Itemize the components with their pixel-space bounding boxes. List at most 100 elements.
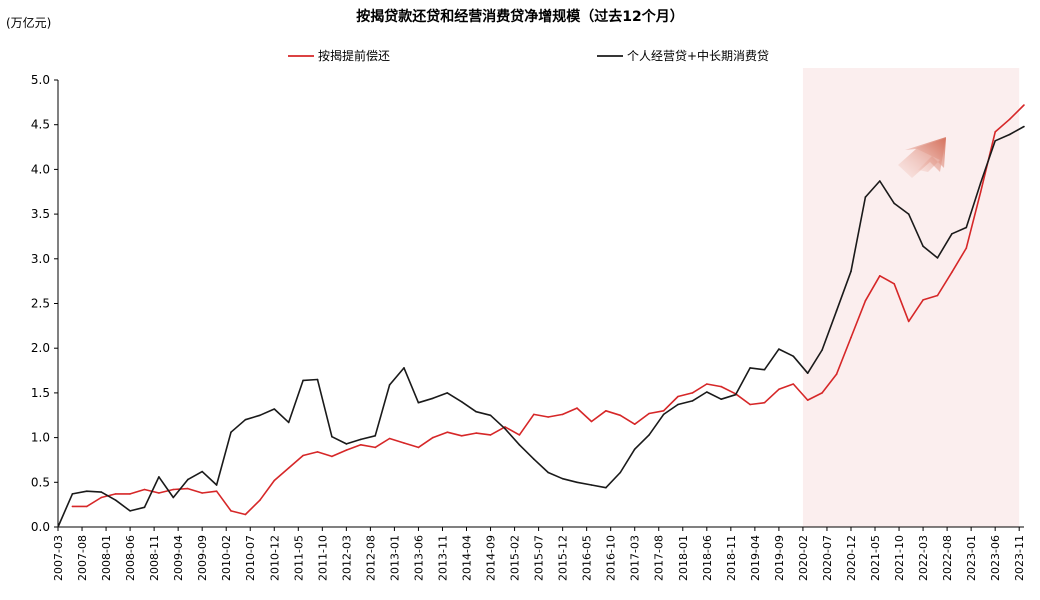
x-tick-label: 2014-09 <box>485 535 498 581</box>
series-2-point <box>460 401 463 403</box>
series-2-point <box>244 418 247 421</box>
series-2-point <box>720 398 722 401</box>
series-1-point <box>215 490 218 493</box>
x-tick-label: 2023-11 <box>1013 535 1026 581</box>
x-tick-label: 2009-04 <box>172 535 185 581</box>
y-tick-label: 3.5 <box>31 207 50 221</box>
series-2-point <box>287 421 290 424</box>
series-2-point <box>806 372 809 375</box>
x-tick-label: 2008-11 <box>148 535 161 581</box>
series-2-point <box>677 403 679 406</box>
series-2-point <box>504 427 506 430</box>
series-2-point <box>403 367 405 369</box>
series-1-point <box>158 492 160 494</box>
series-2-point <box>792 355 795 358</box>
series-2-point <box>345 443 348 445</box>
series-2-point <box>648 434 650 436</box>
series-2-point <box>965 226 968 229</box>
x-tick-label: 2016-05 <box>581 535 594 581</box>
series-1-point <box>403 442 405 444</box>
chart-title: 按揭贷款还贷和经营消费贷净增规模（过去12个月） <box>356 8 683 25</box>
series-2-point <box>331 435 333 438</box>
x-tick-label: 2012-08 <box>364 535 377 581</box>
highlight-band <box>802 68 1020 527</box>
series-1-point <box>100 496 103 499</box>
series-1-point <box>259 499 261 502</box>
x-tick-label: 2023-01 <box>965 535 978 581</box>
x-tick-label: 2018-01 <box>677 535 690 581</box>
series-1-point <box>432 436 434 439</box>
x-tick-label: 2015-07 <box>533 535 546 581</box>
x-tick-label: 2022-03 <box>917 535 930 581</box>
series-2-point <box>129 510 131 512</box>
series-1-point <box>201 492 203 494</box>
series-2-point <box>691 400 694 402</box>
series-2-point <box>749 367 751 369</box>
series-2-point <box>143 506 146 509</box>
series-1-point <box>129 493 131 495</box>
series-2-point <box>907 213 910 215</box>
series-1-point <box>561 413 564 416</box>
series-2-point <box>850 270 852 273</box>
series-2-point <box>71 493 74 495</box>
x-tick-label: 2015-12 <box>557 535 570 581</box>
series-1-point <box>907 320 910 323</box>
series-2-point <box>172 496 175 499</box>
arrow-body <box>898 137 946 178</box>
series-1-point <box>475 432 477 434</box>
series-2-point <box>259 414 261 417</box>
series-2-point <box>86 490 88 493</box>
series-2-point <box>302 379 304 382</box>
series-1-point <box>114 493 117 495</box>
series-1-point <box>605 410 607 412</box>
series-2-point <box>619 471 622 474</box>
series-2-point <box>979 182 982 184</box>
series-1-point <box>345 449 348 451</box>
y-tick-label: 1.5 <box>31 386 50 400</box>
series-2-point <box>100 491 103 493</box>
series-1-point <box>1023 104 1025 106</box>
series-2-point <box>951 233 953 235</box>
series-2-point <box>57 526 59 528</box>
series-2-point <box>922 245 924 248</box>
series-2-point <box>821 349 823 351</box>
series-2-point <box>215 484 218 486</box>
x-tick-label: 2009-09 <box>196 535 209 581</box>
series-2-point <box>576 481 578 484</box>
series-2-point <box>388 384 391 386</box>
series-1-point <box>850 336 852 339</box>
series-1-point <box>619 414 622 417</box>
series-2-point <box>879 180 881 182</box>
series-1-point <box>230 510 232 512</box>
y-tick-label: 2.5 <box>31 297 50 311</box>
series-2-point <box>533 458 535 460</box>
series-1-point <box>71 505 74 508</box>
x-tick-label: 2010-12 <box>268 535 281 581</box>
series-2-point <box>561 477 564 480</box>
series-1-point <box>922 299 924 301</box>
series-1-point <box>677 395 679 398</box>
x-tick-label: 2020-07 <box>821 535 834 581</box>
legend-label-1: 按揭提前偿还 <box>318 48 390 63</box>
series-2-point <box>158 476 160 478</box>
series-2-point <box>734 393 737 396</box>
x-tick-label: 2007-08 <box>76 535 89 581</box>
series-2-point <box>360 438 362 441</box>
x-tick-label: 2023-06 <box>989 535 1002 581</box>
legend: 按揭提前偿还 个人经营贷+中长期消费贷 <box>288 48 769 63</box>
series-1-point <box>460 435 463 437</box>
series-2-point <box>1008 133 1011 136</box>
series-2-point <box>1023 125 1025 128</box>
x-tick-label: 2017-08 <box>653 535 666 581</box>
y-tick-label: 4.5 <box>31 118 50 132</box>
x-tick-label: 2010-02 <box>220 535 233 581</box>
x-tick-label: 2008-01 <box>100 535 113 581</box>
series-1-point <box>533 413 535 416</box>
x-tick-label: 2018-06 <box>701 535 714 581</box>
series-1-point <box>936 294 939 297</box>
y-tick-label: 1.0 <box>31 431 50 445</box>
x-tick-label: 2020-12 <box>845 535 858 581</box>
y-tick-label: 2.0 <box>31 341 50 355</box>
y-unit-label: (万亿元) <box>6 15 51 30</box>
